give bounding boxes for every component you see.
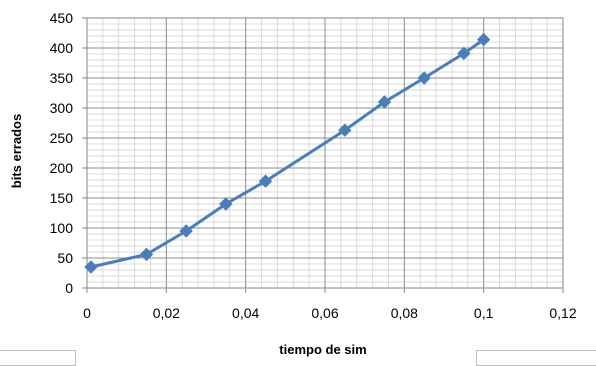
y-tick-label: 150	[50, 190, 74, 206]
y-tick-label: 350	[50, 70, 74, 86]
y-tick-label: 0	[65, 280, 73, 296]
data-point-diamond	[476, 32, 491, 47]
y-tick-label: 400	[50, 40, 74, 56]
data-point-diamond	[417, 71, 431, 85]
right-box-fragment	[476, 350, 596, 366]
data-point-diamond	[338, 123, 352, 137]
y-tick-label: 200	[50, 160, 74, 176]
y-tick-label: 250	[50, 130, 74, 146]
x-tick-label: 0,06	[311, 305, 338, 321]
y-tick-label: 300	[50, 100, 74, 116]
data-point-diamond	[377, 95, 392, 109]
y-tick-label: 450	[50, 10, 74, 26]
data-series	[84, 32, 491, 274]
x-tick-label: 0,08	[391, 305, 418, 321]
data-point-diamond	[219, 197, 233, 211]
y-tick-label: 100	[50, 220, 74, 236]
plot-area-frame	[82, 17, 564, 293]
x-tick-label: 0,12	[549, 305, 576, 321]
x-tick-label: 0	[83, 305, 91, 321]
x-tick-labels: 0 0,02 0,04 0,06 0,08 0,1 0,12	[83, 305, 577, 321]
data-point-diamond	[139, 247, 154, 262]
data-point-diamond	[457, 46, 471, 61]
y-tick-label: 50	[57, 250, 73, 266]
y-axis-title: bits errados	[9, 114, 24, 188]
data-point-diamond	[84, 260, 98, 274]
series-line	[89, 38, 486, 269]
data-point-diamond	[258, 174, 273, 188]
x-tick-label: 0,02	[153, 305, 180, 321]
left-box-fragment	[0, 350, 76, 366]
x-axis-title: tiempo de sim	[279, 342, 366, 357]
data-point-diamond	[179, 224, 193, 238]
x-tick-label: 0,1	[474, 305, 494, 321]
x-tick-label: 0,04	[232, 305, 259, 321]
y-tick-labels: 0 50 100 150 200 250 300 350 400 450	[50, 10, 74, 296]
